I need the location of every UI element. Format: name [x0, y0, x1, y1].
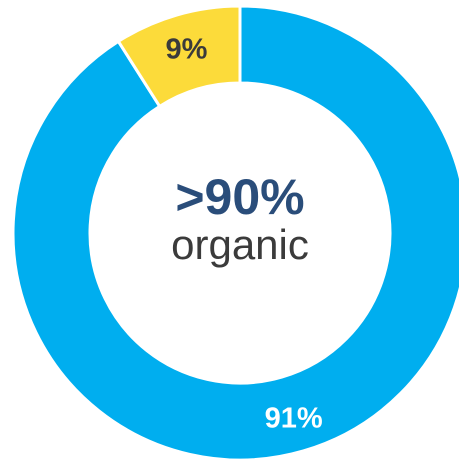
center-headline: >90% — [175, 169, 304, 225]
center-subtext: organic — [171, 221, 309, 268]
donut-slice-1 — [116, 4, 242, 109]
slice-labels: 91% 9% — [165, 34, 322, 435]
donut-slices — [11, 4, 459, 462]
donut-slice-0 — [11, 4, 459, 462]
slice-label-1: 9% — [165, 34, 207, 66]
slice-label-0: 91% — [265, 402, 323, 434]
